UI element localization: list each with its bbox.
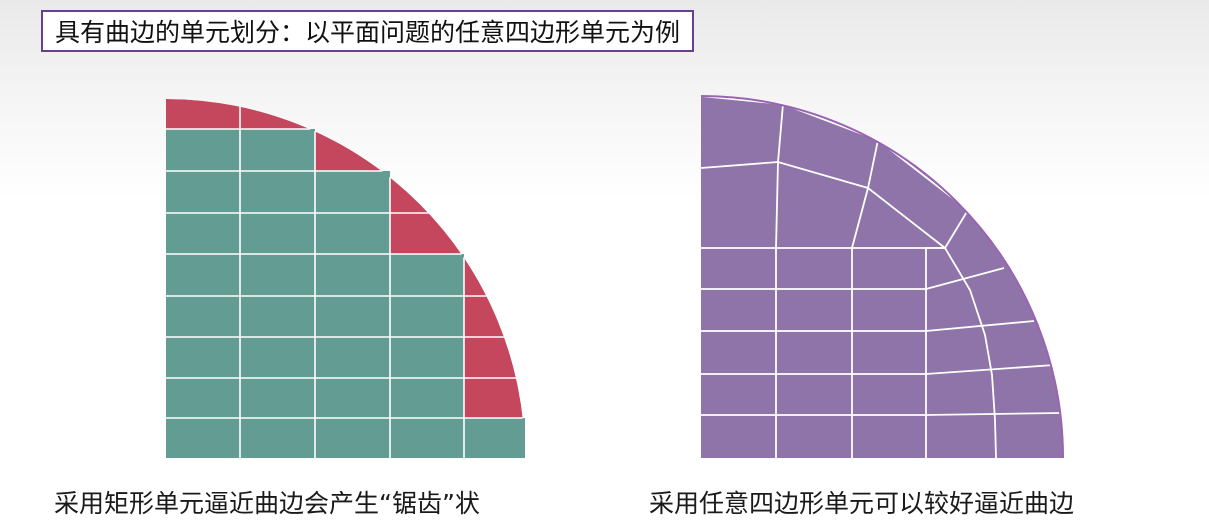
slide-title: 具有曲边的单元划分：以平面问题的任意四边形单元为例 [41,10,695,52]
element-edge [944,209,969,249]
rectangular-element [315,213,390,254]
rectangular-element [315,296,390,337]
rectangular-element [315,254,390,296]
rectangular-element [390,418,464,458]
element-edge [700,161,946,249]
element-edge [700,95,969,211]
rectangular-element [166,254,240,296]
quadrilateral-mesh-region [701,96,1063,458]
element-edge [925,412,1061,416]
left-caption: 采用矩形单元逼近曲边会产生“锯齿”状 [54,489,480,518]
rectangular-element [240,337,315,378]
slide-title-text: 具有曲边的单元划分：以平面问题的任意四边形单元为例 [55,18,681,47]
rectangular-element [166,418,240,458]
rectangular-element [240,171,315,213]
rectangular-element [315,378,390,418]
rectangular-element [464,418,525,458]
curved-boundary [700,95,1064,459]
element-edge [925,364,1055,375]
rectangular-element [166,296,240,337]
element-edge [944,247,997,459]
rectangular-element [390,337,464,378]
element-edge [925,320,1035,332]
rectangular-element [166,171,240,213]
rectangular-element [166,378,240,418]
rectangular-element [240,418,315,458]
rectangular-element [240,378,315,418]
element-edge [851,139,879,249]
rectangular-elements [166,129,525,458]
rectangular-element [390,254,464,296]
rectangular-element [390,378,464,418]
quadrilateral-element-edges [700,95,1061,459]
rectangular-mesh-figure [166,99,525,458]
rectangular-element [240,254,315,296]
rectangular-element [315,337,390,378]
rectangular-element [166,337,240,378]
rectangular-element [166,213,240,254]
rectangular-element [240,213,315,254]
rectangular-element [315,171,390,213]
element-edge [775,103,784,249]
rectangular-element [240,296,315,337]
rectangular-element [390,296,464,337]
right-caption: 采用任意四边形单元可以较好逼近曲边 [649,489,1075,518]
rectangular-element [315,418,390,458]
rectangular-element [240,129,315,171]
quadrilateral-mesh-figure [700,95,1064,459]
rectangular-element [166,129,240,171]
element-edge [925,267,1005,290]
